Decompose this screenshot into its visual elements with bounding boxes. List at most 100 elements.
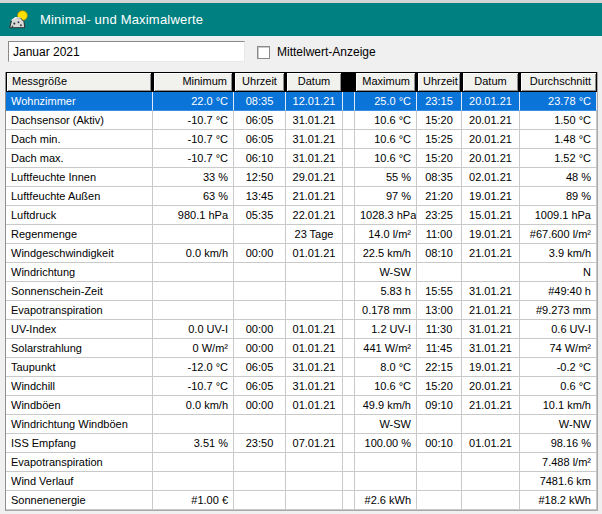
column-header-min_date[interactable]: Datum [286, 72, 343, 92]
cell-min_time: 00:00 [234, 396, 286, 415]
cell-min_date [286, 472, 343, 491]
table-row[interactable]: WindrichtungW-SWN [6, 263, 597, 282]
cell-name: Wohnzimmer [6, 92, 153, 111]
mittelwert-checkbox-label[interactable]: Mittelwert-Anzeige [277, 46, 376, 59]
table-row[interactable]: Dach min.-10.7 °C06:0531.01.2110.6 °C15:… [6, 130, 597, 149]
cell-max_date: 02.01.21 [462, 168, 520, 187]
table-row[interactable]: Regenmenge23 Tage14.0 l/m²11:0019.01.21#… [6, 225, 597, 244]
cell-max_date: 20.01.21 [462, 130, 520, 149]
cell-min_date: 31.01.21 [286, 377, 343, 396]
cell-max_time: 23:25 [417, 206, 462, 225]
cell-max: 14.0 l/m² [355, 225, 417, 244]
cell-min: 3.51 % [153, 434, 234, 453]
cell-min_time: 08:35 [234, 92, 286, 111]
cell-max_time: 15:25 [417, 130, 462, 149]
cell-min_date: 01.01.21 [286, 244, 343, 263]
cell-min_date [286, 263, 343, 282]
cell-name: Windrichtung [6, 263, 153, 282]
cell-name: ISS Empfang [6, 434, 153, 453]
table-row[interactable]: Evapotranspiration 7.488 l/m² [6, 453, 597, 472]
cell-min_date: 12.01.21 [286, 92, 343, 111]
table-row[interactable]: UV-Index0.0 UV-I00:0001.01.211.2 UV-I11:… [6, 320, 597, 339]
table-row[interactable]: Sonnenschein-Zeit5.83 h15:5531.01.21#49:… [6, 282, 597, 301]
cell-min_date: 07.01.21 [286, 434, 343, 453]
table-row[interactable]: Luftfeuchte Innen33 %12:5029.01.2155 %08… [6, 168, 597, 187]
cell-avg: #49:40 h [520, 282, 597, 301]
cell-min_date: 31.01.21 [286, 358, 343, 377]
cell-gap [343, 396, 355, 415]
title-bar[interactable]: Minimal- und Maximalwerte [0, 3, 602, 36]
column-header-max[interactable]: Maximum [355, 72, 417, 92]
cell-max: 8.0 °C [355, 358, 417, 377]
cell-max: 10.6 °C [355, 130, 417, 149]
cell-max_time: 15:55 [417, 282, 462, 301]
column-header-max_date[interactable]: Datum [462, 72, 520, 92]
cell-min_date [286, 415, 343, 434]
cell-max: 1028.3 hPa [355, 206, 417, 225]
cell-max: #2.6 kWh [355, 491, 417, 510]
cell-avg: 48 % [520, 168, 597, 187]
table-row[interactable]: Windgeschwindigkeit0.0 km/h00:0001.01.21… [6, 244, 597, 263]
cell-min [153, 453, 234, 472]
cell-max: 10.6 °C [355, 111, 417, 130]
table-row[interactable]: Taupunkt-12.0 °C06:0531.01.218.0 °C22:15… [6, 358, 597, 377]
cell-max: 0.178 mm [355, 301, 417, 320]
cell-min_time: 23:50 [234, 434, 286, 453]
cell-min_time: 00:00 [234, 244, 286, 263]
table-row[interactable]: ISS Empfang3.51 %23:5007.01.21100.00 %00… [6, 434, 597, 453]
table-row[interactable]: Evapotranspiration0.178 mm13:0021.01.21#… [6, 301, 597, 320]
cell-max_date [462, 263, 520, 282]
cell-name: Dach max. [6, 149, 153, 168]
cell-max: 10.6 °C [355, 377, 417, 396]
cell-max_time: 15:20 [417, 111, 462, 130]
cell-min_time: 06:05 [234, 111, 286, 130]
cell-name: Taupunkt [6, 358, 153, 377]
cell-min: 33 % [153, 168, 234, 187]
period-input[interactable] [8, 41, 245, 62]
table-row[interactable]: Windrichtung WindböenW-SWW-NW [6, 415, 597, 434]
cell-avg: 7.488 l/m² [520, 453, 597, 472]
table-row[interactable]: Luftdruck980.1 hPa05:3522.01.211028.3 hP… [6, 206, 597, 225]
cell-max [355, 453, 417, 472]
table-body: Wohnzimmer22.0 °C08:3512.01.2125.0 °C23:… [6, 92, 597, 510]
cell-gap [343, 263, 355, 282]
cell-name: Evapotranspiration [6, 453, 153, 472]
table-row[interactable]: Sonnenenergie#1.00 €#2.6 kWh#18.2 kWh [6, 491, 597, 510]
window-title: Minimal- und Maximalwerte [40, 12, 203, 27]
mittelwert-checkbox[interactable] [257, 46, 270, 59]
column-header-min[interactable]: Minimum [153, 72, 234, 92]
table-header-row: MessgrößeMinimumUhrzeitDatumMaximumUhrze… [6, 72, 597, 92]
cell-gap [343, 244, 355, 263]
column-header-avg[interactable]: Durchschnitt [520, 72, 597, 92]
cell-avg: 3.9 km/h [520, 244, 597, 263]
column-header-min_time[interactable]: Uhrzeit [234, 72, 286, 92]
cell-max_date: 19.01.21 [462, 358, 520, 377]
table-row[interactable]: Solarstrahlung0 W/m²00:0001.01.21441 W/m… [6, 339, 597, 358]
cell-max_time: 00:10 [417, 434, 462, 453]
cell-max_date: 19.01.21 [462, 187, 520, 206]
cell-gap [343, 187, 355, 206]
cell-avg: 1.48 °C [520, 130, 597, 149]
cell-max_date [462, 415, 520, 434]
cell-min: -10.7 °C [153, 111, 234, 130]
cell-min [153, 282, 234, 301]
cell-max_date: 15.01.21 [462, 206, 520, 225]
cell-min_date [286, 301, 343, 320]
cell-max: 1.2 UV-I [355, 320, 417, 339]
cell-avg: -0.2 °C [520, 358, 597, 377]
table-row[interactable]: Dach max.-10.7 °C06:1031.01.2110.6 °C15:… [6, 149, 597, 168]
table-row[interactable]: Wind Verlauf7481.6 km [6, 472, 597, 491]
cell-max_date: 20.01.21 [462, 149, 520, 168]
column-header-name[interactable]: Messgröße [6, 72, 153, 92]
table-row[interactable]: Dachsensor (Aktiv)-10.7 °C06:0531.01.211… [6, 111, 597, 130]
table-row[interactable]: Windböen0.0 km/h00:0001.01.2149.9 km/h09… [6, 396, 597, 415]
column-header-max_time[interactable]: Uhrzeit [417, 72, 462, 92]
cell-max: 25.0 °C [355, 92, 417, 111]
cell-max_date: 20.01.21 [462, 92, 520, 111]
table-row[interactable]: Luftfeuchte Außen63 %13:4521.01.2197 %21… [6, 187, 597, 206]
cell-name: Sonnenenergie [6, 491, 153, 510]
table-row[interactable]: Windchill-10.7 °C06:0531.01.2110.6 °C15:… [6, 377, 597, 396]
cell-min: -10.7 °C [153, 149, 234, 168]
table-row[interactable]: Wohnzimmer22.0 °C08:3512.01.2125.0 °C23:… [6, 92, 597, 111]
cell-avg: 0.6 °C [520, 377, 597, 396]
